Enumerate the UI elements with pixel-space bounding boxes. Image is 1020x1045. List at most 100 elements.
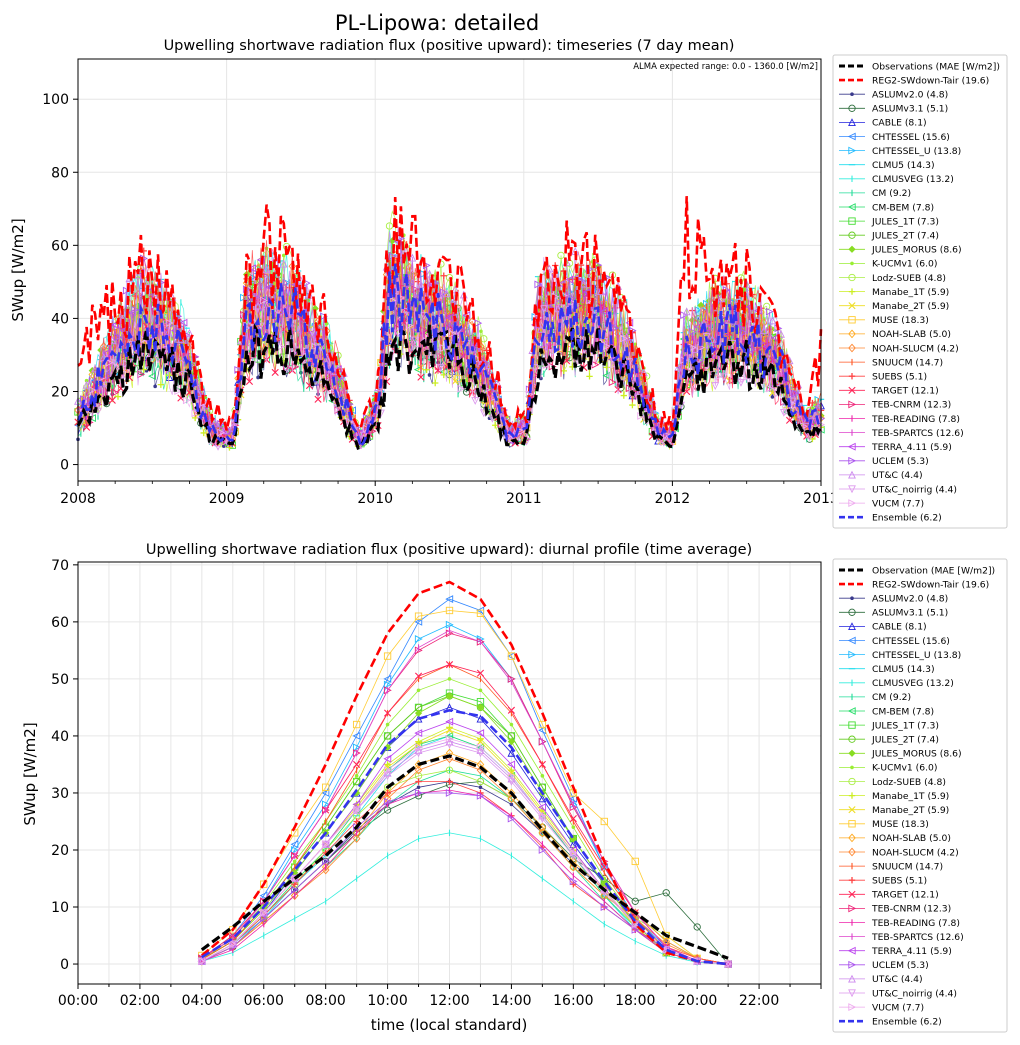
timeseries-ytick-label: 60 (51, 238, 69, 254)
diurnal-legend: Observation (MAE [W/m2]) REG2-SWdown-Tair… (832, 558, 1008, 1033)
diurnal-xtick-label: 16:00 (553, 993, 593, 1009)
diurnal-xtick-label: 14:00 (491, 993, 531, 1009)
diurnal-legend-label: SUEBS (5.1) (872, 876, 927, 887)
timeseries-point (427, 373, 432, 377)
diurnal-ticks: 00:00 02:00 04:00 06:00 08:00 10:00 12:00 14:00… (51, 558, 822, 1009)
diurnal-legend-label: REG2-SWdown-Tair (19.6) (872, 579, 989, 590)
timeseries-legend-label: UT&C_noirrig (4.4) (872, 484, 957, 495)
diurnal-series-k-ucmv1 (200, 677, 730, 966)
diurnal-legend-label: UT&C (4.4) (872, 974, 923, 985)
timeseries-legend-label: Manabe_2T (5.9) (872, 301, 949, 312)
timeseries-point (84, 378, 89, 383)
timeseries-legend-label: TEB-SPARTCS (12.6) (871, 428, 964, 439)
diurnal-legend-label: ASLUMv3.1 (5.1) (872, 608, 948, 619)
diurnal-line (201, 729, 729, 965)
timeseries-point (492, 422, 499, 429)
diurnal-legend-label: Lodz-SUEB (4.8) (872, 777, 946, 788)
diurnal-legend-label: UT&C_noirrig (4.4) (872, 988, 957, 999)
timeseries-ytick-label: 80 (51, 165, 69, 181)
timeseries-legend-label: NOAH-SLUCM (4.2) (872, 343, 959, 354)
timeseries-point (445, 273, 454, 282)
timeseries-point (454, 374, 462, 383)
diurnal-line (201, 632, 729, 965)
diurnal-legend-label: NOAH-SLUCM (4.2) (872, 847, 959, 858)
timeseries-legend-label: NOAH-SLAB (5.0) (872, 329, 951, 340)
timeseries-panel: Upwelling shortwave radiation flux (posi… (9, 38, 839, 507)
diurnal-title: Upwelling shortwave radiation flux (posi… (146, 542, 752, 558)
timeseries-legend-label: ASLUMv3.1 (5.1) (872, 104, 948, 115)
timeseries-legend: Observations (MAE [W/m2]) REG2-SWdown-Tai… (832, 54, 1008, 529)
timeseries-legend-label: TEB-READING (7.8) (871, 414, 960, 425)
timeseries-title: Upwelling shortwave radiation flux (posi… (164, 38, 735, 54)
timeseries-point (148, 372, 156, 381)
diurnal-legend-label: JULES_2T (7.4) (871, 735, 939, 746)
timeseries-legend-label: TARGET (12.1) (871, 386, 939, 397)
timeseries-point (114, 393, 122, 400)
diurnal-legend-label: UCLEM (5.3) (872, 960, 929, 971)
diurnal-legend-label: TARGET (12.1) (871, 890, 939, 901)
diurnal-xtick-label: 22:00 (739, 993, 779, 1009)
diurnal-point (416, 785, 421, 790)
diurnal-series-snuucm (201, 661, 729, 968)
diurnal-series-target (198, 661, 732, 968)
timeseries-ytick-label: 100 (42, 92, 69, 108)
timeseries-xtick-label: 2012 (655, 491, 691, 507)
timeseries-legend-label: CHTESSEL (15.6) (872, 132, 950, 143)
timeseries-legend-label: Observations (MAE [W/m2]) (872, 61, 1000, 72)
diurnal-legend-label: CHTESSEL_U (13.8) (872, 650, 961, 661)
diurnal-legend-label: ASLUMv2.0 (4.8) (872, 594, 948, 605)
diurnal-xtick-label: 04:00 (182, 993, 222, 1009)
timeseries-legend-label: CM (9.2) (872, 188, 911, 199)
diurnal-legend-label: TEB-READING (7.8) (871, 918, 960, 929)
diurnal-series-teb-spartcs (201, 627, 729, 968)
diurnal-ytick-label: 10 (51, 900, 69, 916)
diurnal-ytick-label: 50 (51, 672, 69, 688)
diurnal-line (201, 664, 729, 965)
suptitle: PL-Lipowa: detailed (335, 11, 539, 35)
timeseries-point (165, 373, 174, 381)
diurnal-series-terra-4-11 (197, 717, 732, 968)
diurnal-legend-label: TEB-CNRM (12.3) (871, 904, 951, 915)
diurnal-point (292, 859, 297, 864)
diurnal-ytick-label: 0 (60, 957, 69, 973)
timeseries-series (73, 196, 826, 451)
diurnal-series-teb-reading (201, 786, 729, 968)
diurnal-series-chtessel (197, 595, 732, 968)
diurnal-ytick-label: 30 (51, 786, 69, 802)
timeseries-legend-label: SNUUCM (14.7) (872, 357, 943, 368)
timeseries-point (770, 395, 775, 399)
timeseries-point (629, 401, 636, 409)
diurnal-xtick-label: 12:00 (429, 993, 469, 1009)
timeseries-legend-label: REG2-SWdown-Tair (19.6) (872, 75, 989, 86)
timeseries-point (620, 392, 628, 399)
timeseries-legend-label: MUSE (18.3) (872, 315, 929, 326)
timeseries-point (153, 384, 157, 389)
diurnal-legend-label: CLMU5 (14.3) (872, 664, 935, 675)
diurnal-legend-label: CHTESSEL (15.6) (872, 636, 950, 647)
diurnal-line (201, 692, 729, 965)
timeseries-legend-label: UCLEM (5.3) (872, 456, 929, 467)
timeseries-ytick-label: 40 (51, 311, 69, 327)
timeseries-legend-label: CABLE (8.1) (872, 118, 927, 129)
diurnal-point (447, 677, 452, 681)
timeseries-point (166, 372, 173, 379)
diurnal-legend-label: Observation (MAE [W/m2]) (872, 565, 995, 576)
diurnal-point (385, 722, 390, 727)
diurnal-point (478, 785, 483, 790)
timeseries-legend-label: UT&C (4.4) (872, 470, 923, 481)
timeseries-legend-label: SUEBS (5.1) (872, 372, 927, 383)
diurnal-point (446, 778, 453, 785)
diurnal-legend-label: CM (9.2) (872, 692, 911, 703)
diurnal-line (201, 629, 729, 965)
diurnal-point (509, 722, 514, 727)
diurnal-legend-marker (850, 596, 854, 600)
diurnal-point (415, 778, 422, 785)
timeseries-legend-label: Manabe_1T (5.9) (872, 287, 949, 298)
diurnal-legend-label: CLMUSVEG (13.2) (872, 678, 954, 689)
timeseries-legend-marker (850, 92, 854, 96)
diurnal-ytick-label: 40 (51, 729, 69, 745)
diurnal-series-vucm (198, 734, 733, 968)
diurnal-panel: Upwelling shortwave radiation flux (posi… (21, 542, 822, 1034)
timeseries-legend-label: CHTESSEL_U (13.8) (872, 146, 961, 157)
